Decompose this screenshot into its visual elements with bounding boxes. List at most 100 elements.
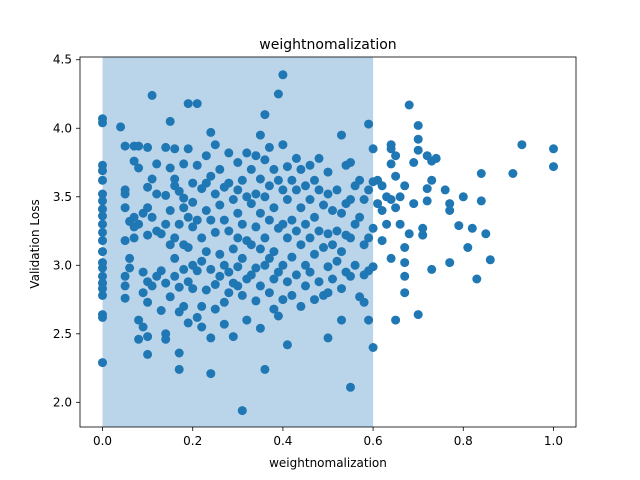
data-point [183, 318, 193, 328]
data-point [228, 244, 238, 254]
data-point [382, 219, 392, 229]
data-point [143, 182, 153, 192]
chart-title: weightnomalization [259, 37, 396, 53]
data-point [206, 171, 216, 181]
data-point [337, 284, 346, 294]
data-point [273, 89, 283, 99]
data-point [314, 185, 324, 195]
x-tick-label: 0.6 [364, 434, 383, 448]
data-point [237, 406, 247, 416]
data-point [192, 160, 202, 170]
data-point [165, 163, 175, 173]
data-point [215, 200, 225, 210]
data-point [287, 252, 297, 262]
data-point [188, 284, 198, 294]
data-point [98, 196, 107, 206]
data-point [197, 322, 207, 332]
data-point [508, 169, 518, 178]
data-point [188, 222, 198, 232]
data-point [395, 192, 405, 202]
data-point [161, 190, 171, 200]
data-point [323, 333, 333, 343]
data-point [364, 233, 374, 243]
data-point [328, 240, 337, 250]
data-point [282, 195, 292, 204]
data-point [165, 206, 175, 215]
data-point [413, 145, 423, 155]
data-point [143, 349, 153, 359]
data-point [355, 175, 365, 185]
data-point [98, 236, 107, 246]
data-point [134, 334, 144, 344]
data-point [98, 312, 107, 322]
data-point [391, 171, 401, 181]
data-point [197, 256, 207, 266]
data-point [260, 364, 270, 374]
y-tick-label: 2.5 [53, 327, 72, 341]
data-point [98, 271, 107, 281]
y-axis-ticks: 2.0 2.5 3.0 3.5 4.0 4.5 [53, 53, 80, 409]
data-point [400, 243, 410, 252]
data-point [368, 343, 378, 352]
data-point [192, 312, 202, 322]
data-point [328, 206, 337, 215]
data-point [156, 306, 166, 315]
data-point [400, 258, 410, 268]
data-point [386, 159, 396, 169]
data-point [161, 278, 171, 288]
data-point [287, 215, 297, 225]
data-point [233, 208, 243, 218]
data-point [368, 223, 378, 233]
data-point [183, 277, 193, 287]
data-point [179, 193, 189, 203]
data-point [152, 159, 162, 169]
data-point [395, 219, 405, 229]
data-point [404, 229, 414, 239]
data-point [219, 215, 229, 225]
data-point [201, 285, 211, 295]
data-point [485, 255, 495, 265]
data-point [413, 310, 423, 320]
data-point [359, 240, 369, 250]
data-point [147, 90, 157, 100]
data-point [373, 199, 383, 209]
data-point [337, 208, 346, 218]
data-point [314, 277, 324, 287]
data-point [237, 253, 247, 263]
data-point [282, 340, 292, 350]
data-point [368, 262, 378, 272]
data-point [364, 315, 374, 325]
data-point [183, 99, 193, 109]
data-point [282, 277, 292, 287]
data-point [310, 295, 319, 305]
x-tick-label: 0.0 [93, 434, 112, 448]
data-point [269, 164, 279, 174]
data-point [278, 295, 288, 305]
data-point [269, 304, 279, 314]
data-point [237, 175, 247, 185]
data-point [427, 175, 437, 185]
data-point [476, 169, 486, 178]
data-point [134, 141, 144, 151]
data-point [264, 181, 274, 191]
data-point [409, 199, 419, 209]
data-point [179, 301, 189, 311]
data-point [310, 212, 319, 222]
data-point [197, 233, 207, 243]
data-point [255, 208, 265, 218]
data-point [98, 166, 107, 176]
plot-area [79, 56, 577, 428]
data-point [242, 315, 252, 325]
data-point [319, 243, 328, 252]
data-point [296, 164, 306, 174]
data-point [183, 144, 193, 154]
data-point [337, 247, 346, 257]
data-points [98, 70, 558, 416]
data-point [251, 189, 261, 199]
data-point [210, 227, 220, 237]
data-point [323, 262, 333, 272]
data-point [147, 212, 157, 222]
data-point [98, 358, 107, 368]
data-point [120, 203, 130, 213]
data-point [278, 219, 288, 229]
